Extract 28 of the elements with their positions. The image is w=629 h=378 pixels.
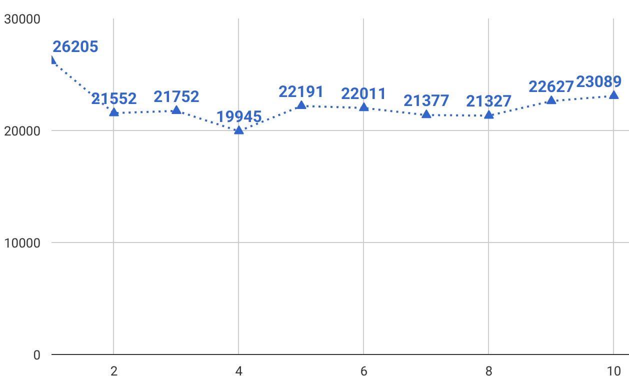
data-label: 22011 bbox=[340, 84, 387, 103]
x-tick-label: 6 bbox=[360, 364, 368, 378]
data-label: 21552 bbox=[91, 89, 137, 108]
x-tick-label: 4 bbox=[235, 364, 244, 378]
y-tick-label: 10000 bbox=[4, 236, 40, 252]
point bbox=[358, 102, 369, 112]
data-label: 21327 bbox=[466, 92, 512, 111]
point bbox=[234, 125, 244, 134]
point bbox=[171, 105, 182, 114]
data-label: 21752 bbox=[154, 86, 200, 106]
point bbox=[484, 110, 494, 119]
x-tick-label: 8 bbox=[485, 364, 493, 378]
y-tick-label: 30000 bbox=[4, 12, 40, 28]
data-label: 22191 bbox=[278, 82, 324, 101]
point bbox=[608, 90, 619, 99]
x-tick-label: 2 bbox=[110, 364, 118, 378]
data-label: 22627 bbox=[528, 77, 574, 96]
data-label: 26205 bbox=[52, 37, 98, 56]
y-tick-label: 20000 bbox=[4, 124, 40, 140]
x-tick-label: 10 bbox=[606, 364, 622, 378]
data-label: 23089 bbox=[576, 72, 622, 91]
point bbox=[108, 107, 119, 116]
data-label: 21377 bbox=[403, 91, 450, 110]
point bbox=[296, 100, 306, 110]
point bbox=[546, 95, 556, 104]
data-label: 19945 bbox=[216, 107, 262, 126]
y-tick-label: 0 bbox=[33, 348, 41, 364]
point bbox=[421, 109, 432, 118]
